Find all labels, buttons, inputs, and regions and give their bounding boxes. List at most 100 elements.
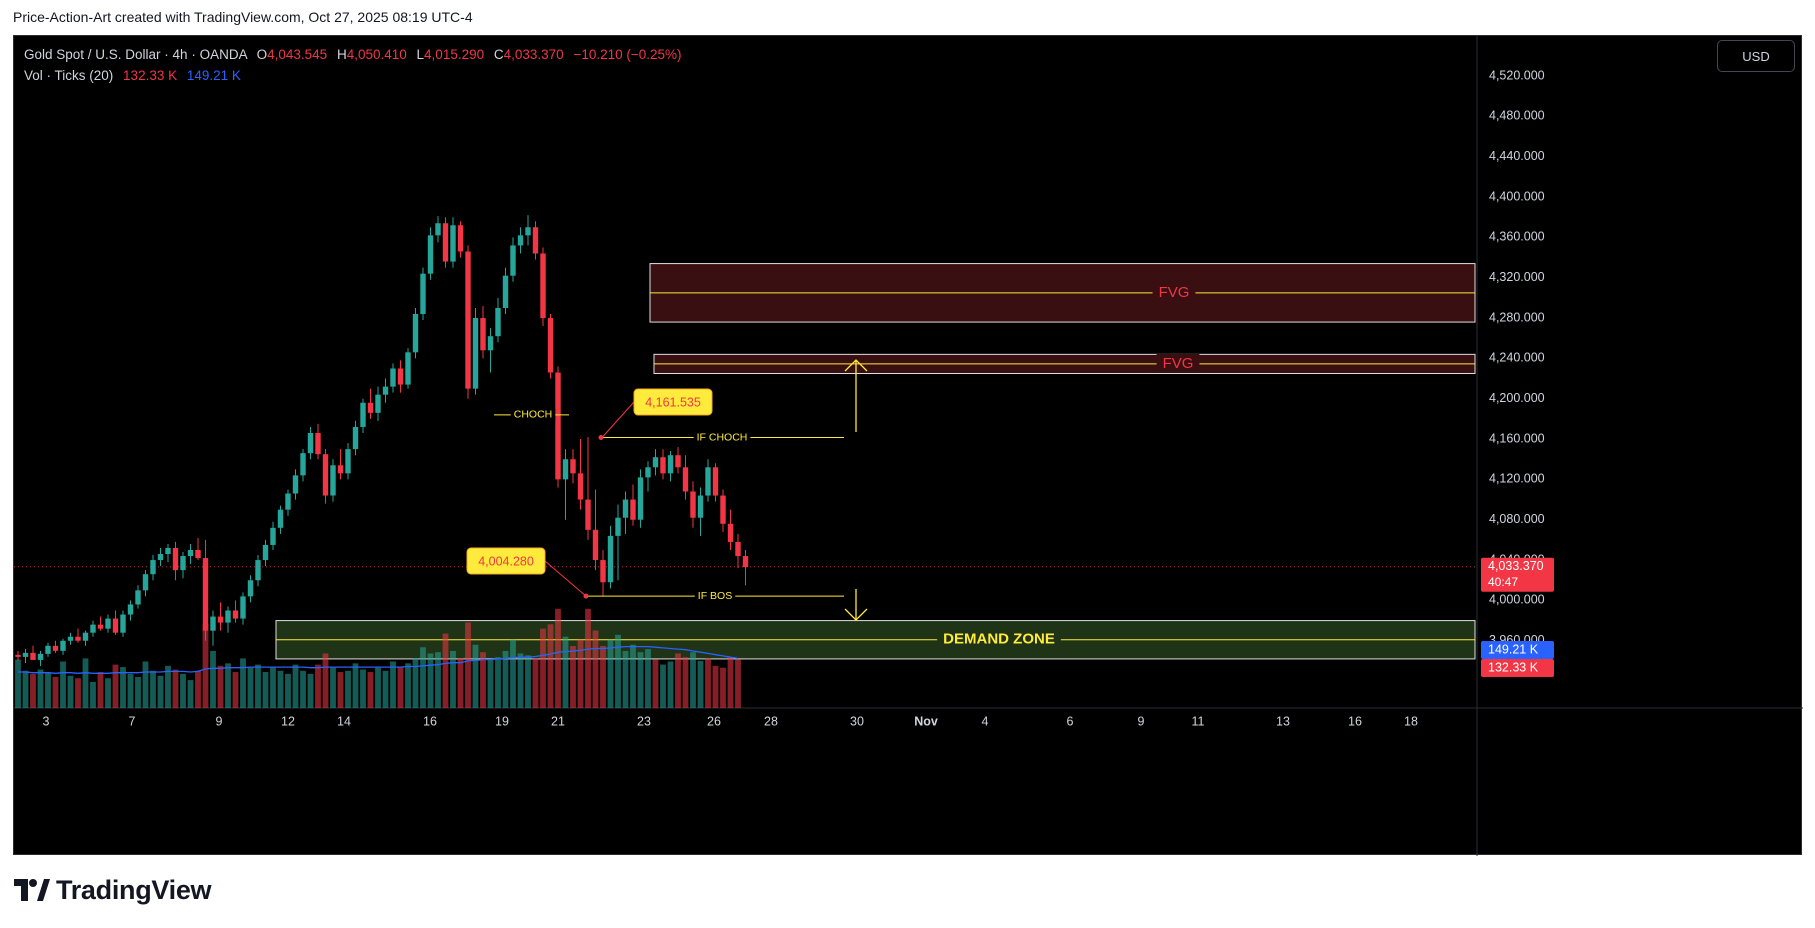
candle-body[interactable] bbox=[360, 402, 366, 427]
candle-body[interactable] bbox=[307, 433, 314, 454]
candle-body[interactable] bbox=[525, 227, 531, 236]
candle-body[interactable] bbox=[187, 549, 194, 557]
candle-body[interactable] bbox=[585, 499, 591, 530]
candle-body[interactable] bbox=[345, 449, 351, 474]
candle-body[interactable] bbox=[472, 318, 479, 389]
candle-body[interactable] bbox=[67, 636, 74, 641]
candle-body[interactable] bbox=[255, 560, 261, 581]
candle-body[interactable] bbox=[60, 640, 66, 651]
candle-body[interactable] bbox=[442, 223, 449, 262]
candle-body[interactable] bbox=[457, 225, 464, 252]
candle-body[interactable] bbox=[30, 652, 36, 660]
candle-body[interactable] bbox=[675, 455, 681, 468]
chart-pane[interactable]: FVG FVG DEMAND ZONE CHOCH IF CHOCH IF BOS 4,16… bbox=[13, 35, 1803, 856]
high-callout-box[interactable] bbox=[633, 388, 713, 416]
candle-body[interactable] bbox=[622, 499, 629, 518]
candle-body[interactable] bbox=[15, 654, 21, 657]
candle-body[interactable] bbox=[277, 509, 284, 528]
candle-body[interactable] bbox=[150, 560, 156, 575]
candle-body[interactable] bbox=[105, 618, 111, 629]
candle-body[interactable] bbox=[637, 477, 644, 520]
candle-body[interactable] bbox=[742, 556, 749, 568]
candle-body[interactable] bbox=[450, 225, 456, 262]
low-callout-box[interactable] bbox=[466, 547, 546, 575]
currency-button[interactable]: USD bbox=[1717, 40, 1795, 72]
candle-body[interactable] bbox=[697, 495, 704, 518]
candle-body[interactable] bbox=[405, 352, 411, 385]
candle-body[interactable] bbox=[727, 523, 734, 542]
candle-body[interactable] bbox=[660, 457, 666, 474]
candle-body[interactable] bbox=[630, 499, 636, 520]
candle-body[interactable] bbox=[375, 394, 381, 413]
candle-body[interactable] bbox=[735, 541, 741, 557]
candle-body[interactable] bbox=[720, 495, 726, 524]
candle-body[interactable] bbox=[45, 645, 51, 654]
candle-body[interactable] bbox=[517, 235, 524, 246]
candle-body[interactable] bbox=[562, 459, 569, 480]
candle-body[interactable] bbox=[547, 318, 554, 373]
candle-body[interactable] bbox=[495, 307, 501, 337]
candle-body[interactable] bbox=[607, 535, 614, 583]
volume-ma-badge[interactable] bbox=[1481, 641, 1554, 659]
candle-body[interactable] bbox=[285, 493, 291, 510]
candle-body[interactable] bbox=[165, 547, 171, 555]
candle-body[interactable] bbox=[367, 402, 374, 413]
candle-body[interactable] bbox=[435, 223, 441, 236]
candle-body[interactable] bbox=[390, 368, 396, 387]
candle-body[interactable] bbox=[330, 465, 336, 496]
candle-body[interactable] bbox=[247, 580, 254, 597]
candle-body[interactable] bbox=[315, 433, 321, 455]
candle-body[interactable] bbox=[577, 473, 584, 500]
volume-indicator-title[interactable]: Vol · Ticks (20) bbox=[24, 68, 114, 83]
candle-body[interactable] bbox=[420, 273, 426, 315]
candle-body[interactable] bbox=[292, 475, 299, 494]
candle-body[interactable] bbox=[540, 253, 546, 319]
candle-body[interactable] bbox=[217, 616, 224, 623]
candle-body[interactable] bbox=[300, 453, 306, 476]
candle-body[interactable] bbox=[270, 527, 276, 545]
candle-body[interactable] bbox=[592, 529, 599, 561]
candle-body[interactable] bbox=[52, 645, 59, 651]
candle-body[interactable] bbox=[570, 459, 576, 474]
current-price-badge[interactable] bbox=[1481, 557, 1554, 592]
candle-body[interactable] bbox=[690, 491, 696, 518]
candle-body[interactable] bbox=[427, 235, 434, 274]
candle-body[interactable] bbox=[120, 614, 126, 633]
candle-body[interactable] bbox=[667, 455, 674, 474]
candle-body[interactable] bbox=[172, 547, 179, 571]
candle-body[interactable] bbox=[502, 275, 509, 308]
candle-body[interactable] bbox=[195, 549, 201, 559]
candle-body[interactable] bbox=[615, 517, 621, 536]
candle-body[interactable] bbox=[240, 596, 246, 619]
candle-body[interactable] bbox=[600, 560, 606, 583]
candle-body[interactable] bbox=[337, 465, 344, 474]
candle-body[interactable] bbox=[682, 467, 689, 492]
candle-body[interactable] bbox=[487, 336, 494, 351]
candle-body[interactable] bbox=[112, 618, 119, 633]
candle-body[interactable] bbox=[652, 457, 659, 468]
candle-body[interactable] bbox=[127, 604, 134, 615]
candle-body[interactable] bbox=[210, 616, 216, 631]
candle-body[interactable] bbox=[75, 636, 81, 641]
candle-body[interactable] bbox=[397, 368, 404, 385]
candlestick-chart[interactable]: FVG FVG DEMAND ZONE CHOCH IF CHOCH IF BOS 4,16… bbox=[14, 36, 1803, 856]
candle-body[interactable] bbox=[82, 632, 89, 641]
candle-body[interactable] bbox=[382, 386, 389, 395]
volume-badge[interactable] bbox=[1481, 659, 1554, 677]
candle-body[interactable] bbox=[142, 574, 149, 591]
candle-body[interactable] bbox=[22, 652, 29, 657]
candle-body[interactable] bbox=[510, 245, 516, 276]
candle-body[interactable] bbox=[712, 467, 719, 496]
candle-body[interactable] bbox=[135, 590, 141, 605]
candle-body[interactable] bbox=[97, 624, 104, 629]
candle-body[interactable] bbox=[157, 554, 164, 561]
candle-body[interactable] bbox=[532, 227, 539, 254]
candle-body[interactable] bbox=[555, 372, 561, 480]
candle-body[interactable] bbox=[480, 318, 486, 351]
candle-body[interactable] bbox=[180, 556, 186, 571]
candle-body[interactable] bbox=[90, 624, 96, 633]
symbol-title[interactable]: Gold Spot / U.S. Dollar · 4h · OANDA bbox=[24, 47, 247, 62]
candle-body[interactable] bbox=[232, 610, 239, 619]
candle-body[interactable] bbox=[412, 314, 419, 353]
candle-body[interactable] bbox=[465, 251, 471, 389]
